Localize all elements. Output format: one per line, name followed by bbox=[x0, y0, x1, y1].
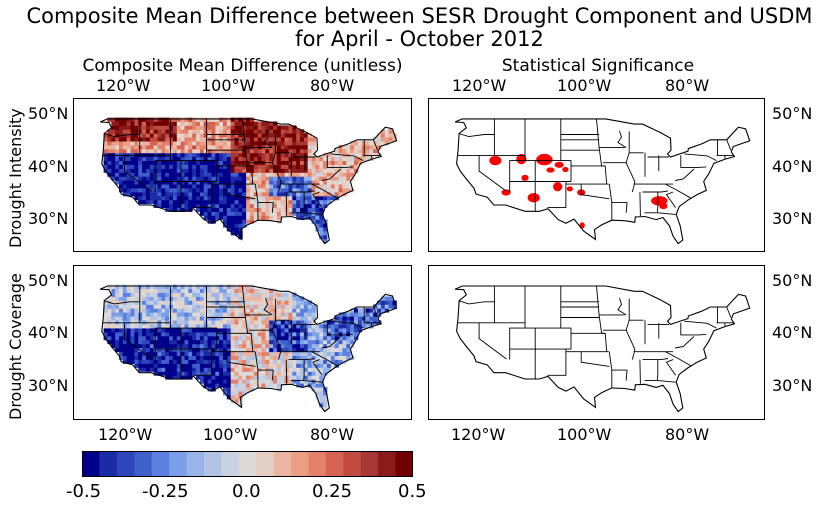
state-boundaries bbox=[457, 118, 735, 221]
lat-tick-30n-row1-right: 30°N bbox=[772, 209, 813, 228]
top-lon-tick-100w-left: 100°W bbox=[201, 76, 256, 95]
conus-outline bbox=[454, 118, 751, 245]
colorbar-swatch bbox=[291, 451, 309, 477]
conus-outline bbox=[99, 285, 398, 413]
colorbar-swatch bbox=[186, 451, 205, 477]
row-label-coverage: Drought Coverage bbox=[6, 273, 25, 420]
bottom-lon-tick-100w-right: 100°W bbox=[557, 425, 612, 444]
colorbar-tick-neg-half: -0.5 bbox=[66, 481, 102, 502]
row-label-intensity: Drought Intensity bbox=[6, 108, 25, 248]
colorbar-swatch bbox=[221, 451, 240, 477]
lat-tick-40n-row1-left: 40°N bbox=[28, 157, 69, 176]
colorbar-swatch bbox=[238, 451, 257, 477]
state-boundaries bbox=[457, 285, 735, 388]
colorbar-swatch bbox=[325, 451, 344, 477]
top-lon-tick-80w-right: 80°W bbox=[665, 76, 710, 95]
figure-title-line1: Composite Mean Difference between SESR D… bbox=[26, 4, 813, 28]
top-lon-tick-80w-left: 80°W bbox=[310, 76, 355, 95]
colorbar-swatch bbox=[360, 451, 379, 477]
conus-fill bbox=[455, 286, 750, 412]
top-lon-tick-100w-right: 100°W bbox=[557, 76, 612, 95]
state-boundaries bbox=[102, 285, 382, 388]
map-panel-intensity-significance bbox=[428, 98, 765, 252]
colorbar-swatch bbox=[343, 451, 362, 477]
map-panel-coverage-difference bbox=[73, 265, 412, 420]
lat-tick-50n-row1-right: 50°N bbox=[772, 104, 813, 123]
colorbar-swatch bbox=[203, 451, 222, 477]
left-column-title: Composite Mean Difference (unitless) bbox=[82, 56, 403, 76]
map-panel-intensity-difference bbox=[73, 98, 412, 252]
lat-tick-50n-row2-left: 50°N bbox=[28, 271, 69, 290]
lat-tick-40n-row2-right: 40°N bbox=[772, 323, 813, 342]
lat-tick-30n-row1-left: 30°N bbox=[28, 209, 69, 228]
colorbar-swatch bbox=[134, 451, 153, 477]
colorbar-swatch bbox=[378, 451, 397, 477]
conus-outline bbox=[99, 118, 398, 245]
top-lon-tick-120w-right: 120°W bbox=[452, 76, 507, 95]
lat-tick-30n-row2-left: 30°N bbox=[28, 376, 69, 395]
bottom-lon-tick-80w-right: 80°W bbox=[665, 425, 710, 444]
colorbar-swatch bbox=[169, 451, 188, 477]
bottom-lon-tick-120w-right: 120°W bbox=[451, 425, 506, 444]
lat-tick-50n-row1-left: 50°N bbox=[28, 104, 69, 123]
lat-tick-50n-row2-right: 50°N bbox=[772, 271, 813, 290]
state-boundaries bbox=[102, 118, 382, 221]
colorbar-swatch bbox=[395, 451, 413, 477]
bottom-lon-tick-80w-left: 80°W bbox=[310, 425, 355, 444]
bottom-lon-tick-120w-left: 120°W bbox=[98, 425, 153, 444]
colorbar-swatch bbox=[82, 451, 100, 477]
colorbar-swatch bbox=[256, 451, 275, 477]
colorbar-tick-neg-quarter: -0.25 bbox=[142, 481, 189, 502]
conus-outline bbox=[454, 285, 751, 413]
lat-tick-30n-row2-right: 30°N bbox=[772, 376, 813, 395]
colorbar-swatch bbox=[273, 451, 292, 477]
colorbar-tick-pos-half: 0.5 bbox=[398, 481, 427, 502]
colorbar bbox=[82, 451, 413, 477]
significant-areas bbox=[489, 153, 668, 229]
map-panel-coverage-significance bbox=[428, 265, 765, 420]
lat-tick-40n-row2-left: 40°N bbox=[28, 323, 69, 342]
colorbar-swatch bbox=[308, 451, 327, 477]
colorbar-swatch bbox=[99, 451, 118, 477]
right-column-title: Statistical Significance bbox=[501, 56, 695, 76]
lat-tick-40n-row1-right: 40°N bbox=[772, 157, 813, 176]
bottom-lon-tick-100w-left: 100°W bbox=[203, 425, 258, 444]
top-lon-tick-120w-left: 120°W bbox=[96, 76, 151, 95]
figure-title-line2: for April - October 2012 bbox=[295, 27, 544, 51]
colorbar-swatch bbox=[116, 451, 135, 477]
conus-fill bbox=[455, 118, 750, 244]
colorbar-swatch bbox=[151, 451, 170, 477]
colorbar-tick-pos-quarter: 0.25 bbox=[312, 481, 353, 502]
colorbar-frame bbox=[82, 451, 413, 477]
colorbar-tick-zero: 0.0 bbox=[232, 481, 261, 502]
